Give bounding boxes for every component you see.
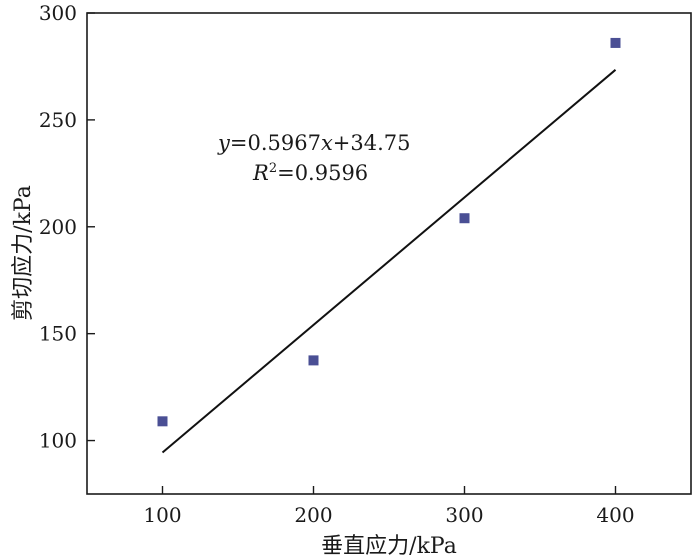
x-axis-title: 垂直应力/kPa [321,534,457,559]
y-tick-label: 150 [39,322,77,346]
r-squared-var: R [252,161,269,185]
r-squared-annotation: R2=0.9596 [252,161,368,185]
equation-slope: =0.5967 [230,131,321,155]
x-tick-label: 400 [596,503,634,527]
data-point [157,416,168,427]
y-tick-label: 300 [39,1,77,25]
equation-intercept: +34.75 [333,131,411,155]
y-tick-label: 200 [39,215,77,239]
x-tick-label: 300 [445,503,483,527]
data-point [308,355,319,366]
r-squared-value: =0.9596 [277,161,368,185]
axis-ticks [87,12,617,494]
x-tick-label: 100 [143,503,181,527]
y-tick-label: 250 [39,108,77,132]
data-points [157,37,621,427]
equation-x-var: x [321,131,333,155]
fit-line [161,69,617,454]
data-point [610,37,621,48]
data-point [459,213,470,224]
equation-annotation: y=0.5967x+34.75 [217,131,411,155]
tick-labels: 100 200 300 400 100 150 200 250 300 [39,1,635,527]
x-tick-label: 200 [294,503,332,527]
r-squared-superscript: 2 [269,161,277,176]
plot-frame [86,12,692,495]
y-axis-title: 剪切应力/kPa [11,185,36,321]
y-tick-label: 100 [39,429,77,453]
equation-y-var: y [217,131,231,155]
